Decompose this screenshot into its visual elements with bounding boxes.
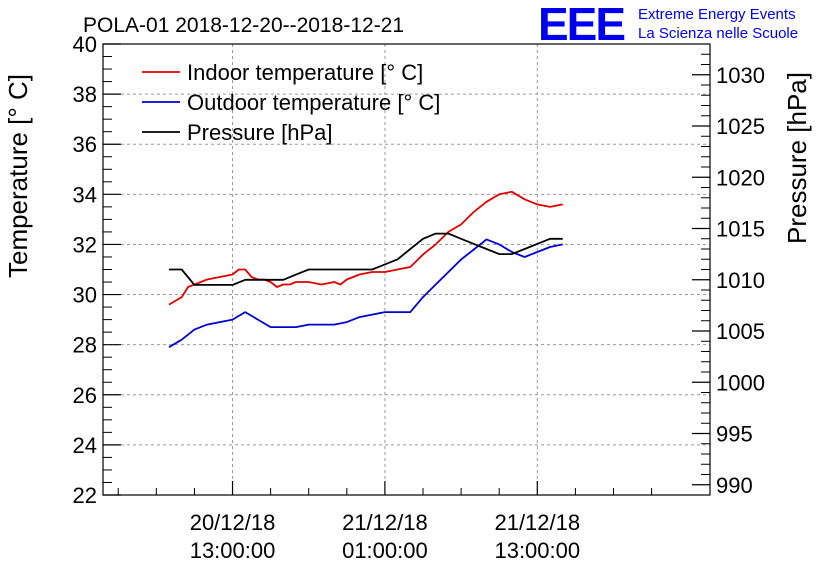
y-left-tick-label: 34 [73, 182, 97, 207]
y-right-tick-label: 1010 [716, 268, 765, 293]
y-right-tick-label: 1030 [716, 63, 765, 88]
y-right-tick-label: 1015 [716, 217, 765, 242]
legend-label-2: Outdoor temperature [° C] [187, 90, 440, 115]
y-right-tick-label: 1025 [716, 114, 765, 139]
x-tick-date: 21/12/18 [494, 510, 580, 535]
y-left-tick-label: 22 [73, 483, 97, 508]
axes: 22 24 26 28 30 32 34 36 38 40 990 995 1000 1005 1010 10… [73, 32, 765, 563]
x-tick-date: 21/12/18 [342, 510, 428, 535]
y-left-tick-label: 38 [73, 82, 97, 107]
y-left-tick-label: 36 [73, 132, 97, 157]
y-right-tick-label: 995 [716, 422, 753, 447]
legend-label-1: Indoor temperature [° C] [187, 60, 423, 85]
logo-mark: EEE [538, 0, 624, 50]
logo-line-1: Extreme Energy Events [638, 6, 796, 23]
y-left-tick-label: 32 [73, 232, 97, 257]
logo-line-2: La Scienza nelle Scuole [638, 25, 798, 42]
x-tick-date: 20/12/18 [190, 510, 276, 535]
series-line-2 [168, 238, 563, 348]
y-right-tick-label: 1005 [716, 319, 765, 344]
x-tick-time: 01:00:00 [342, 538, 428, 563]
y-right-tick-label: 1020 [716, 165, 765, 190]
y-right-tick-label: 1000 [716, 370, 765, 395]
y-left-tick-label: 26 [73, 383, 97, 408]
grid [103, 44, 710, 495]
series-line-3 [169, 232, 563, 286]
chart-title: POLA-01 2018-12-20--2018-12-21 [83, 14, 404, 37]
legend-label-3: Pressure [hPa] [187, 120, 333, 145]
legend: Indoor temperature [° C] Outdoor temperat… [142, 60, 440, 145]
x-tick-time: 13:00:00 [190, 538, 276, 563]
y-left-tick-label: 30 [73, 283, 97, 308]
y-axis-label-left: Temperature [° C] [3, 74, 33, 278]
series-group [168, 190, 563, 348]
eee-logo: EEE Extreme Energy Events La Scienza nel… [538, 0, 798, 50]
y-left-tick-label: 24 [73, 433, 97, 458]
series-line-1 [168, 190, 563, 306]
x-tick-time: 13:00:00 [494, 538, 580, 563]
y-right-tick-label: 990 [716, 473, 753, 498]
y-left-tick-label: 28 [73, 333, 97, 358]
y-axis-label-right: Pressure [hPa] [782, 72, 812, 244]
y-left-tick-label: 40 [73, 32, 97, 57]
